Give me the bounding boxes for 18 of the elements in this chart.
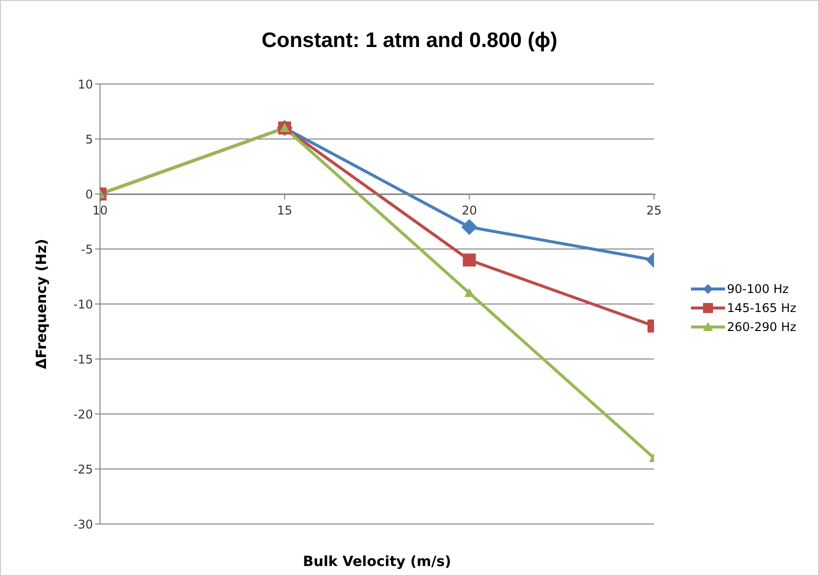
y-tick-label: 0 (85, 187, 93, 202)
x-tick-label: 25 (646, 204, 662, 218)
y-tick-label: -10 (73, 297, 93, 312)
y-tick-label: 5 (85, 132, 93, 146)
x-tick-label: 15 (277, 204, 292, 218)
y-tick-label: -20 (73, 407, 93, 422)
legend-label: 260-290 Hz (727, 320, 796, 334)
y-axis-title: ΔFrequency (Hz) (34, 238, 50, 370)
y-tick-label: -25 (73, 462, 93, 476)
y-tick-label: 10 (78, 77, 93, 92)
x-axis-title: Bulk Velocity (m/s) (302, 554, 452, 570)
y-tick-label: -30 (73, 517, 93, 532)
x-tick-label: 20 (462, 204, 477, 218)
chart-title: Constant: 1 atm and 0.800 (ϕ) (260, 29, 558, 53)
y-tick-label: -15 (73, 352, 93, 366)
legend-label: 145-165 Hz (727, 300, 796, 314)
legend-label: 90-100 Hz (727, 282, 789, 296)
y-tick-label: -5 (81, 242, 93, 256)
